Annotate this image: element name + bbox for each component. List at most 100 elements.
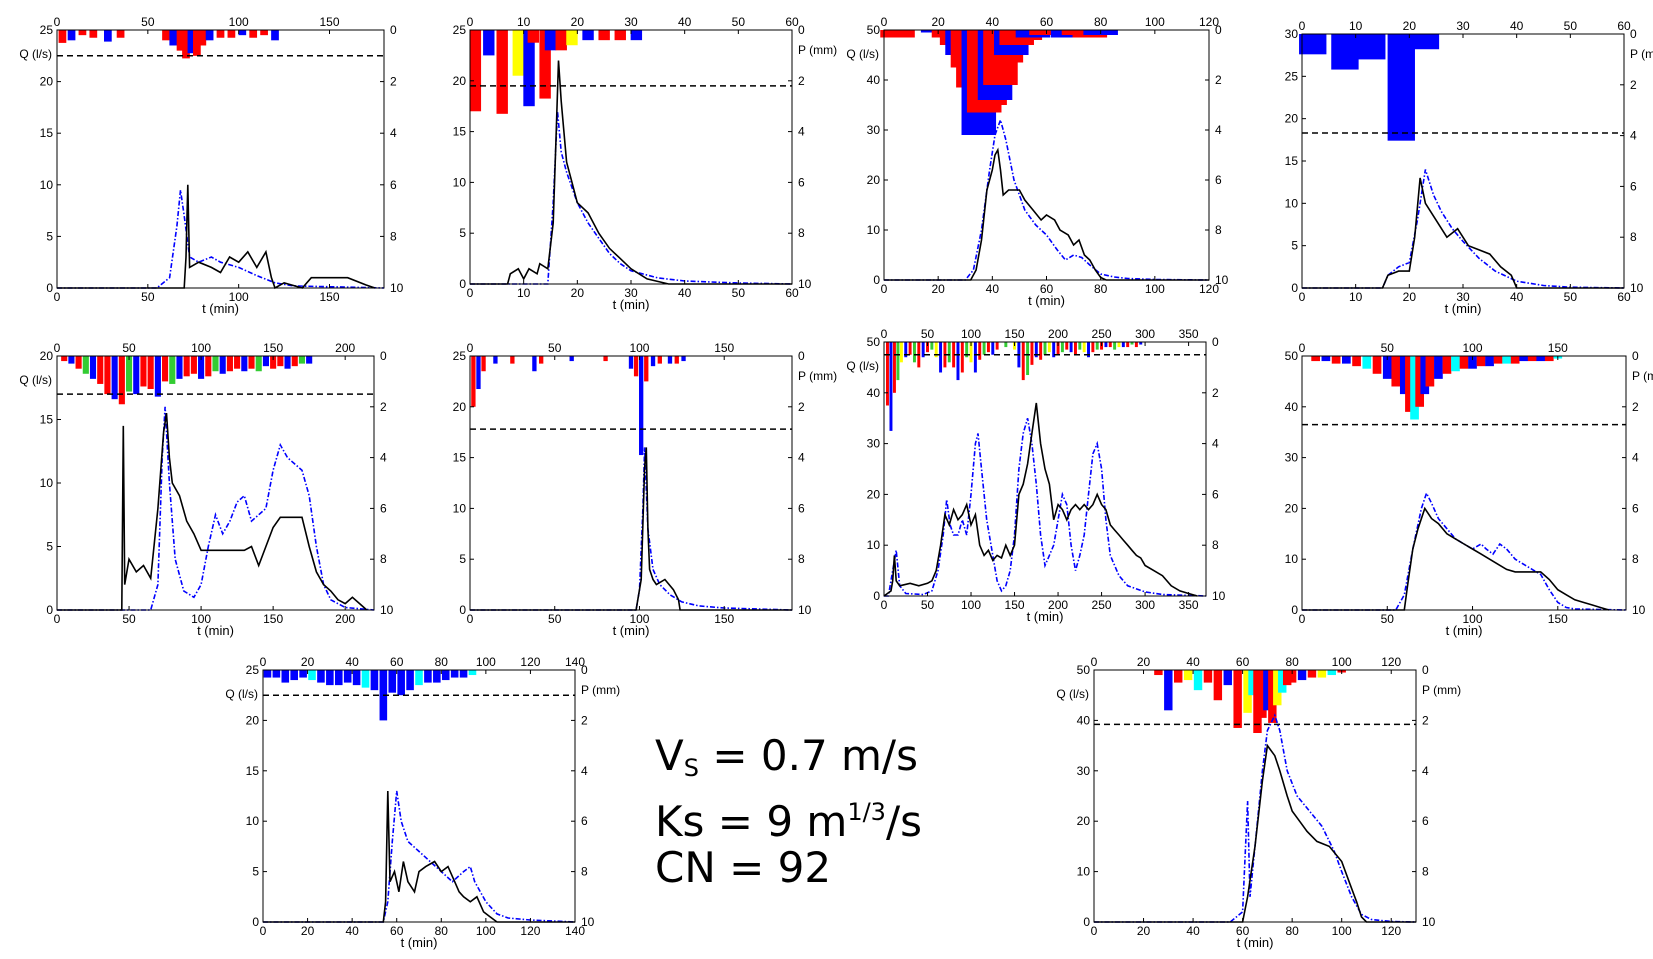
rain-bar <box>270 356 277 369</box>
x-axis-label: t (min) <box>1237 935 1274 950</box>
y2-tick-label: 6 <box>1215 173 1222 187</box>
rain-bar <box>1154 670 1163 676</box>
rain-bar <box>880 30 915 38</box>
y2-tick-label: 0 <box>798 349 805 363</box>
rain-bar <box>569 356 574 362</box>
rain-bar <box>982 342 986 355</box>
y-tick-label: 0 <box>1083 915 1090 929</box>
x-tick-label: 100 <box>476 924 496 938</box>
y2-tick-label: 10 <box>380 603 394 617</box>
x-axis-label: t (min) <box>197 623 234 638</box>
x-tick-label: 80 <box>1285 924 1299 938</box>
y-tick-label: 30 <box>1077 764 1091 778</box>
x-tick-label: 40 <box>1186 924 1200 938</box>
y-tick-label: 30 <box>1285 27 1299 41</box>
x-axis-label: t (min) <box>1028 293 1065 308</box>
top-x-tick-label: 0 <box>467 341 474 355</box>
rain-bar <box>1130 342 1134 345</box>
rain-bar <box>193 30 201 56</box>
top-x-tick-label: 100 <box>961 327 981 341</box>
y-tick-label: 0 <box>252 915 259 929</box>
rain-bar <box>281 670 290 683</box>
y2-tick-label: 4 <box>798 125 805 139</box>
y-tick-label: 25 <box>246 663 260 677</box>
top-x-tick-label: 50 <box>1381 341 1395 355</box>
rain-bar <box>271 30 279 41</box>
rain-bar <box>182 30 190 59</box>
y-tick-label: 30 <box>867 437 881 451</box>
x-tick-label: 100 <box>229 290 249 304</box>
y2-tick-label: 4 <box>1215 123 1222 137</box>
top-x-tick-label: 150 <box>1548 341 1568 355</box>
y2-tick-label: 0 <box>581 663 588 677</box>
y-tick-label: 20 <box>40 349 54 363</box>
rain-bar <box>187 30 196 54</box>
y-tick-label: 0 <box>459 603 466 617</box>
x-tick-label: 140 <box>565 924 585 938</box>
y2-tick-label: 0 <box>1632 349 1639 363</box>
rain-bar <box>284 356 291 369</box>
rain-bar <box>415 670 423 686</box>
rain-bar <box>147 356 154 390</box>
rain-bar <box>1536 356 1546 362</box>
y2-tick-label: 2 <box>1630 78 1637 92</box>
x-tick-label: 0 <box>881 598 888 612</box>
y-tick-label: 50 <box>1077 663 1091 677</box>
simulated-series <box>1302 169 1625 289</box>
y-tick-label: 40 <box>867 73 881 87</box>
y2-tick-label: 8 <box>1215 223 1222 237</box>
y-tick-label: 5 <box>252 865 259 879</box>
y2-tick-label: 6 <box>1422 814 1429 828</box>
x-tick-label: 0 <box>467 286 474 300</box>
rain-bar <box>1069 342 1073 353</box>
top-x-tick-label: 60 <box>1040 15 1054 29</box>
rain-bar <box>1362 356 1372 369</box>
top-x-tick-label: 100 <box>229 15 249 29</box>
param-vs: VS = 0.7 m/s <box>655 728 985 784</box>
rain-bar <box>947 342 951 363</box>
top-x-tick-label: 60 <box>785 15 799 29</box>
y2-tick-label: 6 <box>390 178 397 192</box>
rain-bar <box>1399 356 1409 395</box>
param-ks-exponent: 1/3 <box>847 798 886 826</box>
y2-axis-label: P (mm) <box>1630 47 1653 61</box>
y-tick-label: 20 <box>453 400 467 414</box>
x-tick-label: 20 <box>1137 924 1151 938</box>
rain-bar <box>58 30 67 43</box>
rain-bar <box>639 356 644 456</box>
rain-bar <box>476 356 481 390</box>
rain-bar <box>326 670 334 686</box>
rain-bar <box>1468 356 1477 369</box>
rain-bar <box>183 356 190 377</box>
top-x-tick-label: 0 <box>1299 341 1306 355</box>
rain-bar <box>986 342 990 353</box>
rain-bar <box>1121 342 1125 348</box>
rain-bar <box>104 356 111 395</box>
rain-bar <box>116 30 125 38</box>
y-tick-label: 10 <box>1077 865 1091 879</box>
rain-bar <box>1095 342 1099 350</box>
y2-axis-label: P (mm) <box>581 683 620 697</box>
rain-bar <box>1108 342 1112 348</box>
y2-tick-label: 10 <box>1215 273 1229 287</box>
rain-bar <box>468 670 477 676</box>
rain-bar <box>633 356 639 377</box>
rain-bar <box>1233 670 1242 728</box>
top-x-tick-label: 0 <box>881 327 888 341</box>
rain-bar <box>154 356 161 397</box>
top-x-tick-label: 0 <box>54 15 61 29</box>
y2-tick-label: 2 <box>798 400 805 414</box>
rain-bar <box>1104 342 1108 348</box>
rain-bar <box>352 670 361 686</box>
observed-series <box>470 447 792 611</box>
top-x-tick-label: 100 <box>1332 655 1352 669</box>
rain-bar <box>290 670 298 681</box>
y-tick-label: 30 <box>867 123 881 137</box>
y2-tick-label: 2 <box>1212 386 1219 400</box>
rain-bar <box>406 670 414 691</box>
observed-series <box>883 402 1198 597</box>
x-tick-label: 50 <box>1564 290 1578 304</box>
